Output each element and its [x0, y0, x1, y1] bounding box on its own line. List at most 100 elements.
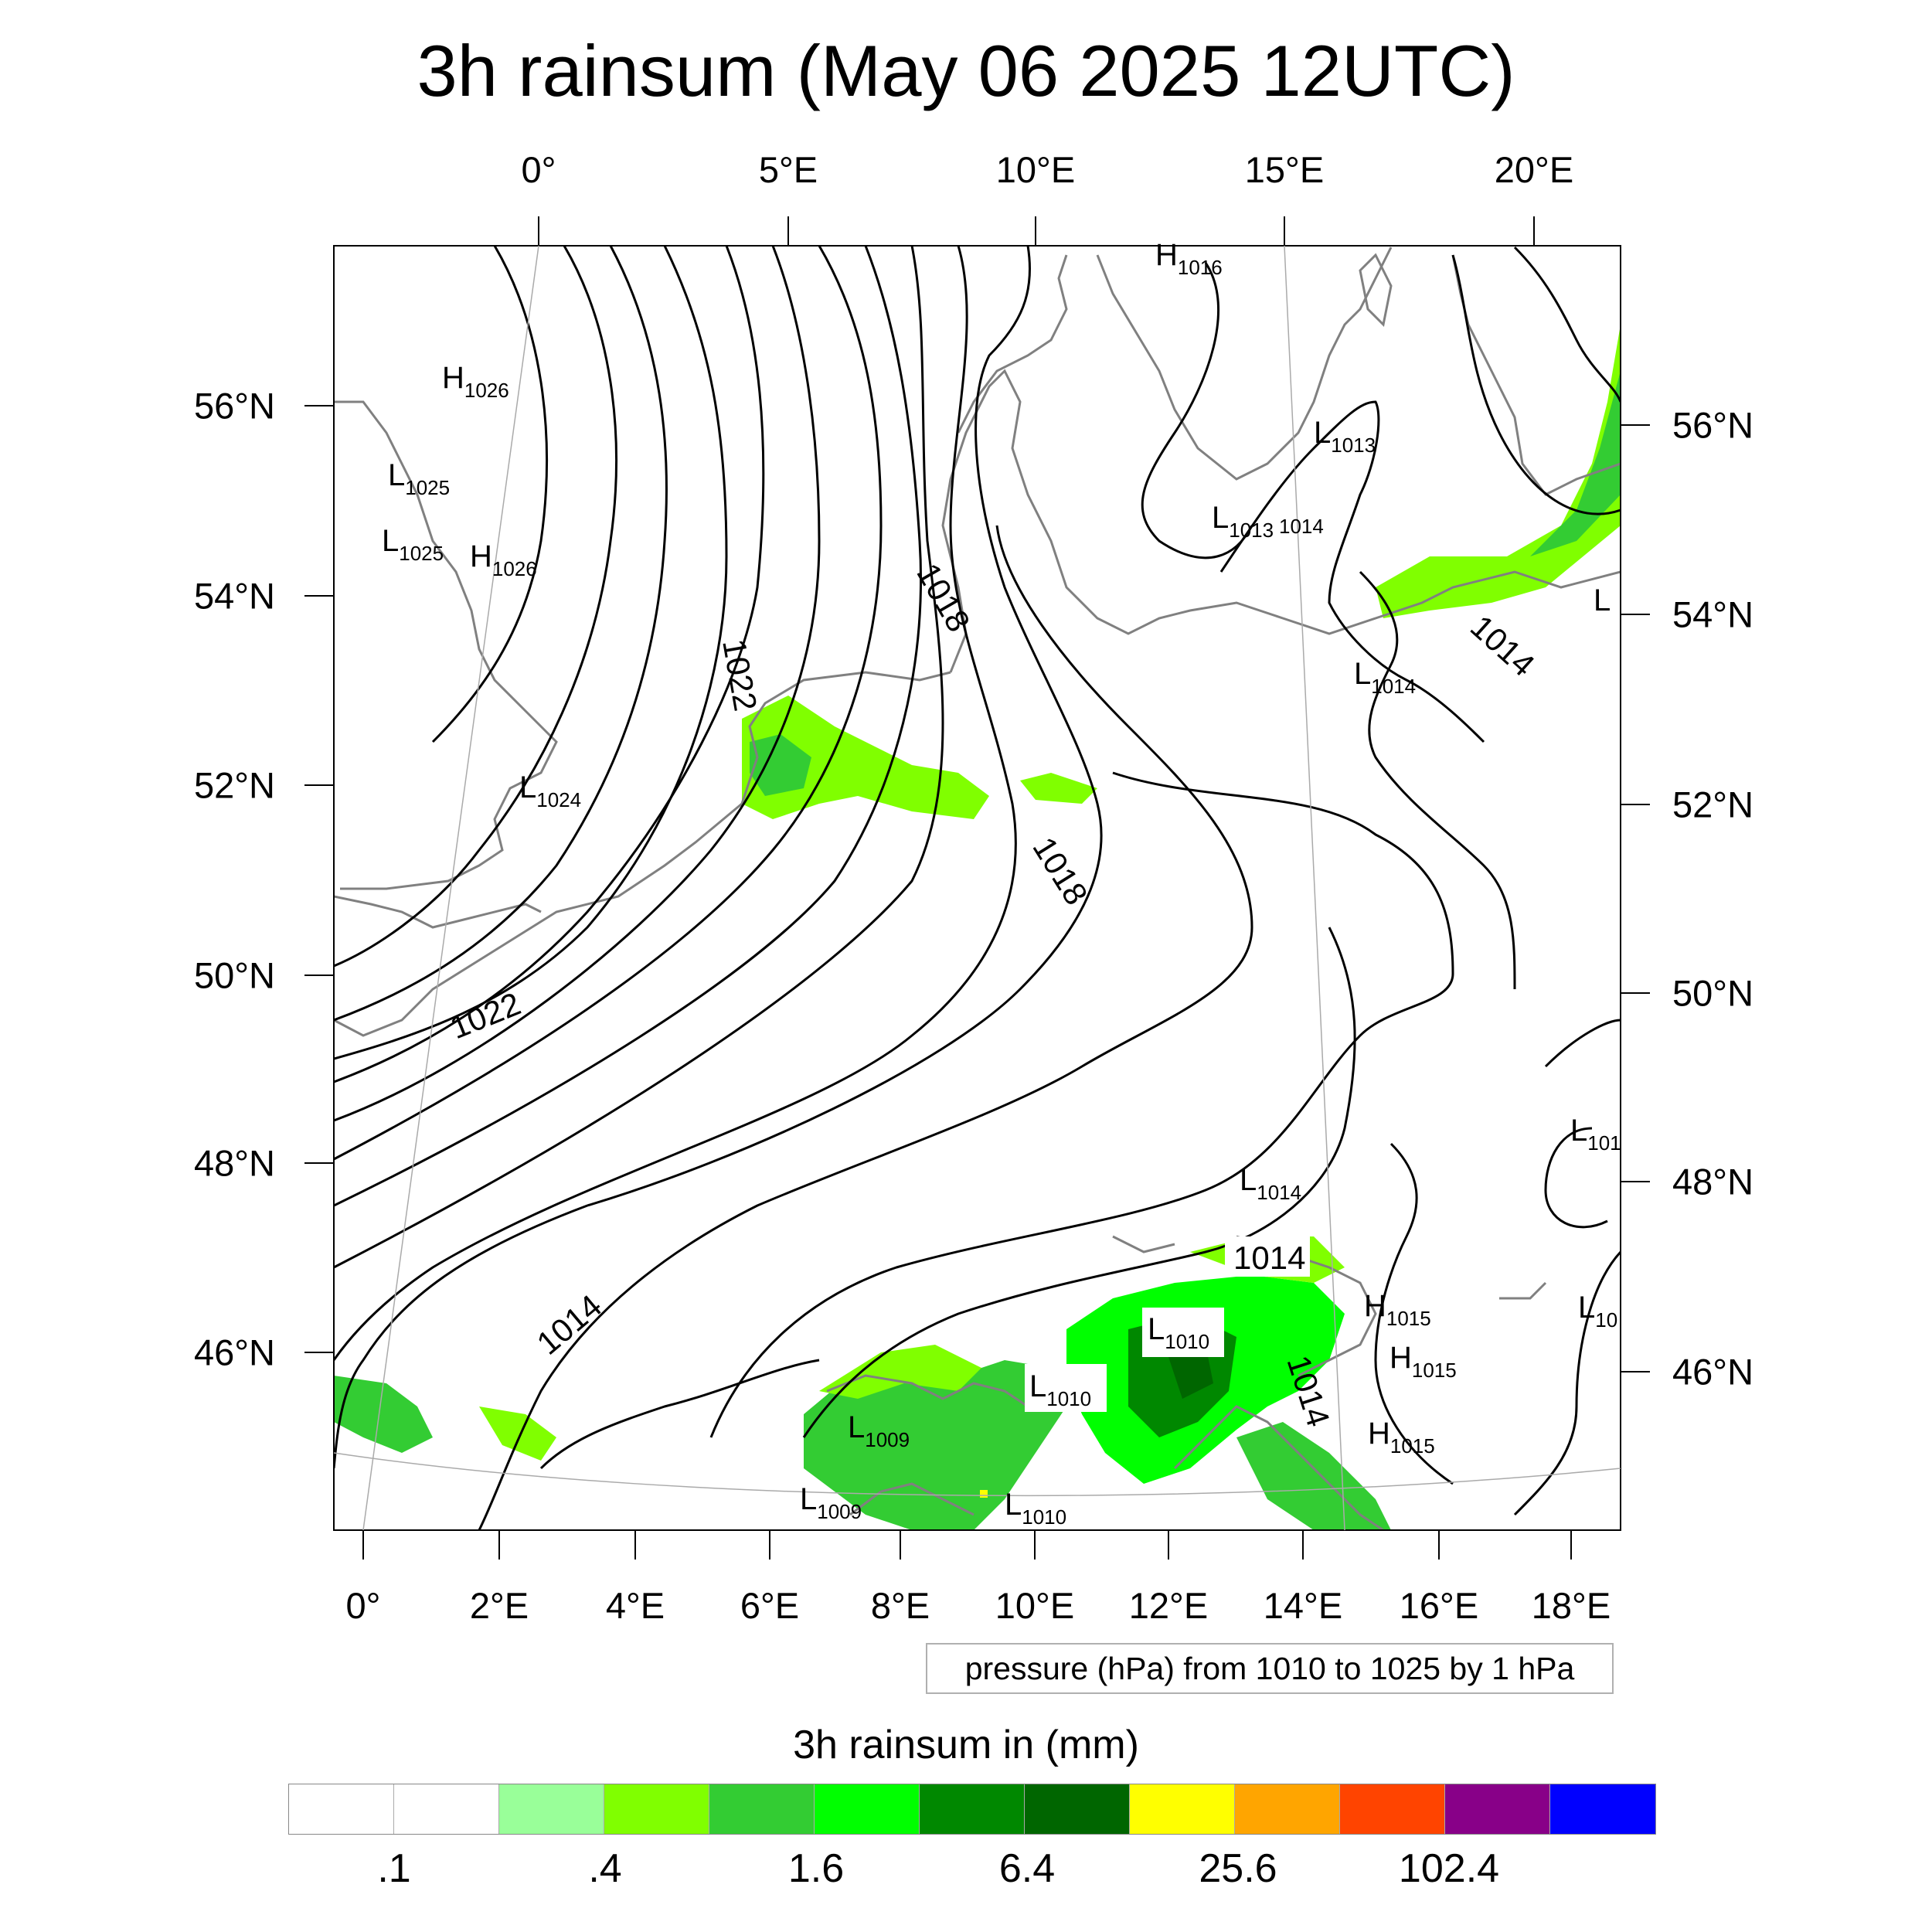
colorbar-swatch [499, 1784, 604, 1834]
coastline-gotland [1359, 253, 1393, 328]
coastline-lakes [826, 1374, 1029, 1408]
colorbar-label: .4 [588, 1846, 622, 1891]
pressure-center-label: L1010 [1148, 1312, 1209, 1353]
rain-area-germany-strip [1020, 773, 1097, 804]
left-lat-label: 52°N [193, 764, 275, 806]
rain-area-baltic-core [1530, 371, 1621, 556]
rain-area-france-south [334, 1376, 433, 1453]
bottom-lon-label: 18°E [1531, 1585, 1611, 1626]
colorbar-label: .1 [377, 1846, 411, 1891]
rain-cell-peak [980, 1490, 988, 1498]
right-lat-label: 50°N [1672, 972, 1754, 1014]
colorbar-swatch [920, 1784, 1025, 1834]
colorbar-swatch [709, 1784, 815, 1834]
coastline-uk-south [334, 895, 542, 929]
right-lat-label: 56°N [1672, 404, 1754, 446]
map-frame [333, 245, 1621, 1531]
colorbar-title: 3h rainsum in (mm) [793, 1723, 1139, 1767]
right-lat-label: 46°N [1672, 1351, 1754, 1393]
top-lon-label: 20°E [1494, 149, 1574, 190]
coastline-ligurian [849, 1482, 975, 1516]
right-lat-label: 52°N [1672, 784, 1754, 825]
colorbar-swatch [1130, 1784, 1235, 1834]
contour-label: 1018 [1026, 831, 1094, 911]
border-czech [1112, 1235, 1175, 1253]
colorbar-swatch [1550, 1784, 1655, 1834]
right-lat-label: 54°N [1672, 594, 1754, 635]
colorbar [288, 1784, 1656, 1835]
contour-label: 1022 [445, 985, 526, 1046]
left-lat-label: 50°N [193, 954, 275, 996]
bottom-lon-label: 0° [345, 1585, 381, 1626]
contour-info-box: pressure (hPa) from 1010 to 1025 by 1 hP… [926, 1643, 1614, 1694]
bottom-lon-label: 10°E [995, 1585, 1075, 1626]
left-lat-label: 56°N [193, 385, 275, 427]
tick-marks [304, 216, 1650, 1560]
pressure-center-label: L1009 [800, 1482, 862, 1523]
rain-areas [334, 325, 1621, 1530]
pressure-center-label: 1014 [1279, 515, 1324, 538]
rain-area-alps-west [804, 1360, 1066, 1530]
pressure-center-label: L1014 [1240, 1163, 1301, 1204]
bottom-lon-label: 16°E [1399, 1585, 1479, 1626]
map-title: 3h rainsum (May 06 2025 12UTC) [417, 30, 1515, 111]
top-lon-label: 0° [521, 149, 556, 190]
bottom-lon-label: 2°E [469, 1585, 529, 1626]
pressure-center-label: H1015 [1389, 1341, 1457, 1382]
top-lon-label: 15°E [1244, 149, 1325, 190]
colorbar-label: 102.4 [1398, 1846, 1500, 1891]
pressure-center-label: L1013 [1212, 501, 1274, 542]
contour-label: 1014 [1233, 1240, 1305, 1276]
contour-label: 1014 [1464, 608, 1542, 683]
rain-area-baltic [1376, 325, 1621, 618]
pressure-centers: H1016 H1026 L1025 L1025 H1026 L1013 L101… [382, 238, 1621, 1529]
rain-area-alps-east-dark [1167, 1345, 1213, 1399]
pressure-center-label: L1009 [848, 1410, 910, 1451]
colorbar-swatch [1025, 1784, 1130, 1834]
pressure-center-label: L1025 [388, 458, 450, 499]
left-lat-label: 46°N [193, 1332, 275, 1373]
bottom-lon-label: 12°E [1128, 1585, 1209, 1626]
pressure-center-label: L1024 [519, 770, 581, 811]
graticule [333, 245, 1621, 1531]
bottom-lon-label: 8°E [870, 1585, 930, 1626]
pressure-center-label: L1010 [1029, 1369, 1091, 1410]
coastline-adriatic [1173, 1405, 1384, 1530]
colorbar-swatch [289, 1784, 394, 1834]
pressure-center-label: L1014 [1354, 657, 1416, 698]
isobars [334, 246, 1621, 1530]
coastline-sweden [1096, 247, 1393, 481]
pressure-center-label: H1015 [1364, 1289, 1431, 1330]
coastlines [334, 247, 1621, 1530]
coastline-netherlands [740, 671, 951, 804]
colorbar-label: 6.4 [998, 1846, 1056, 1891]
pressure-center-label: L1010 [1005, 1488, 1066, 1529]
pressure-center-label: L1025 [382, 524, 444, 565]
contour-label: 1022 [716, 636, 764, 713]
pressure-center-label: L [1594, 583, 1611, 617]
rain-area-alps-west-light [819, 1345, 981, 1399]
right-lat-label: 48°N [1672, 1161, 1754, 1202]
colorbar-swatch [394, 1784, 499, 1834]
left-lat-label: 48°N [193, 1142, 275, 1184]
pressure-center-label: L101 [1570, 1114, 1621, 1155]
bottom-lon-label: 4°E [605, 1585, 665, 1626]
contour-label-boxed: 1014 [1225, 1236, 1310, 1277]
pressure-center-label: H1026 [470, 539, 537, 580]
colorbar-label: 1.6 [787, 1846, 845, 1891]
pressure-center-label: H1015 [1368, 1417, 1435, 1458]
colorbar-swatch [604, 1784, 709, 1834]
bottom-lon-label: 14°E [1263, 1585, 1343, 1626]
colorbar-swatch [815, 1784, 920, 1834]
coastline-uk-east [334, 400, 558, 890]
left-lat-label: 54°N [193, 575, 275, 617]
pressure-center-label: H1026 [442, 361, 509, 402]
top-lon-label: 10°E [995, 149, 1076, 190]
border-hungary [1499, 1281, 1547, 1300]
colorbar-swatch [1235, 1784, 1340, 1834]
colorbar-swatch [1445, 1784, 1550, 1834]
pressure-center-label: L10 [1578, 1291, 1617, 1332]
pressure-center-label: H1016 [1155, 238, 1223, 279]
bottom-lon-label: 6°E [740, 1585, 800, 1626]
